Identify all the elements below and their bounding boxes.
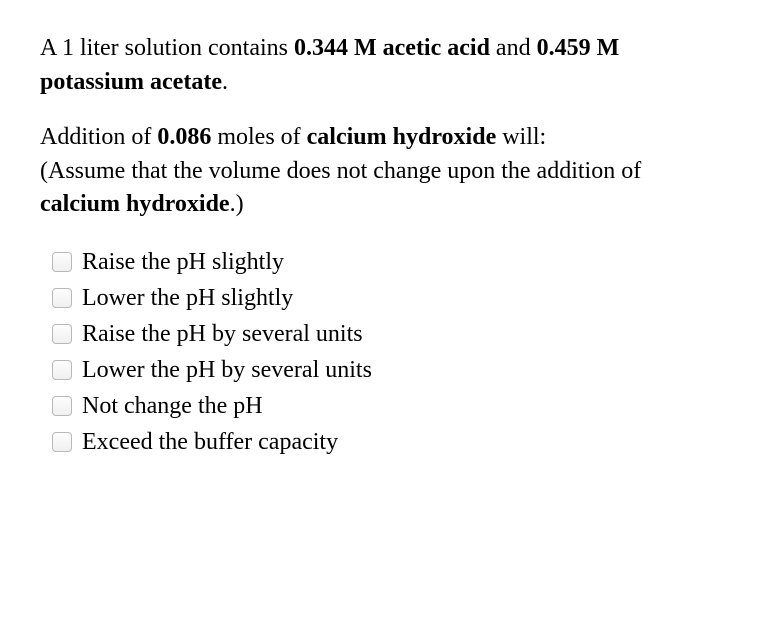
addition-moles-unit: moles of xyxy=(211,124,306,150)
option-label: Raise the pH by several units xyxy=(82,322,363,346)
addition-lead: Addition of xyxy=(40,124,157,150)
intro-acid-conc: 0.344 M acetic acid xyxy=(294,35,490,61)
option-row[interactable]: Exceed the buffer capacity xyxy=(52,430,722,454)
assume-open: (Assume that the volume does not change … xyxy=(40,158,641,184)
question-page: A 1 liter solution contains 0.344 M acet… xyxy=(0,0,762,620)
option-label: Lower the pH by several units xyxy=(82,358,372,382)
checkbox-icon[interactable] xyxy=(52,360,72,380)
option-label: Lower the pH slightly xyxy=(82,286,293,310)
options-list: Raise the pH slightly Lower the pH sligh… xyxy=(40,250,722,454)
option-label: Raise the pH slightly xyxy=(82,250,284,274)
checkbox-icon[interactable] xyxy=(52,288,72,308)
option-label: Not change the pH xyxy=(82,394,263,418)
option-label: Exceed the buffer capacity xyxy=(82,430,338,454)
assume-reagent: calcium hydroxide xyxy=(40,191,230,217)
option-row[interactable]: Lower the pH by several units xyxy=(52,358,722,382)
checkbox-icon[interactable] xyxy=(52,324,72,344)
intro-period: . xyxy=(222,69,228,95)
assume-close: .) xyxy=(230,191,244,217)
option-row[interactable]: Raise the pH slightly xyxy=(52,250,722,274)
checkbox-icon[interactable] xyxy=(52,396,72,416)
checkbox-icon[interactable] xyxy=(52,252,72,272)
intro-and: and xyxy=(490,35,537,61)
addition-paragraph: Addition of 0.086 moles of calcium hydro… xyxy=(40,121,722,222)
checkbox-icon[interactable] xyxy=(52,432,72,452)
addition-moles: 0.086 xyxy=(157,124,211,150)
intro-volume: A 1 liter solution contains xyxy=(40,35,294,61)
intro-paragraph: A 1 liter solution contains 0.344 M acet… xyxy=(40,32,722,99)
option-row[interactable]: Not change the pH xyxy=(52,394,722,418)
addition-tail: will: xyxy=(496,124,546,150)
option-row[interactable]: Lower the pH slightly xyxy=(52,286,722,310)
option-row[interactable]: Raise the pH by several units xyxy=(52,322,722,346)
addition-reagent: calcium hydroxide xyxy=(307,124,497,150)
